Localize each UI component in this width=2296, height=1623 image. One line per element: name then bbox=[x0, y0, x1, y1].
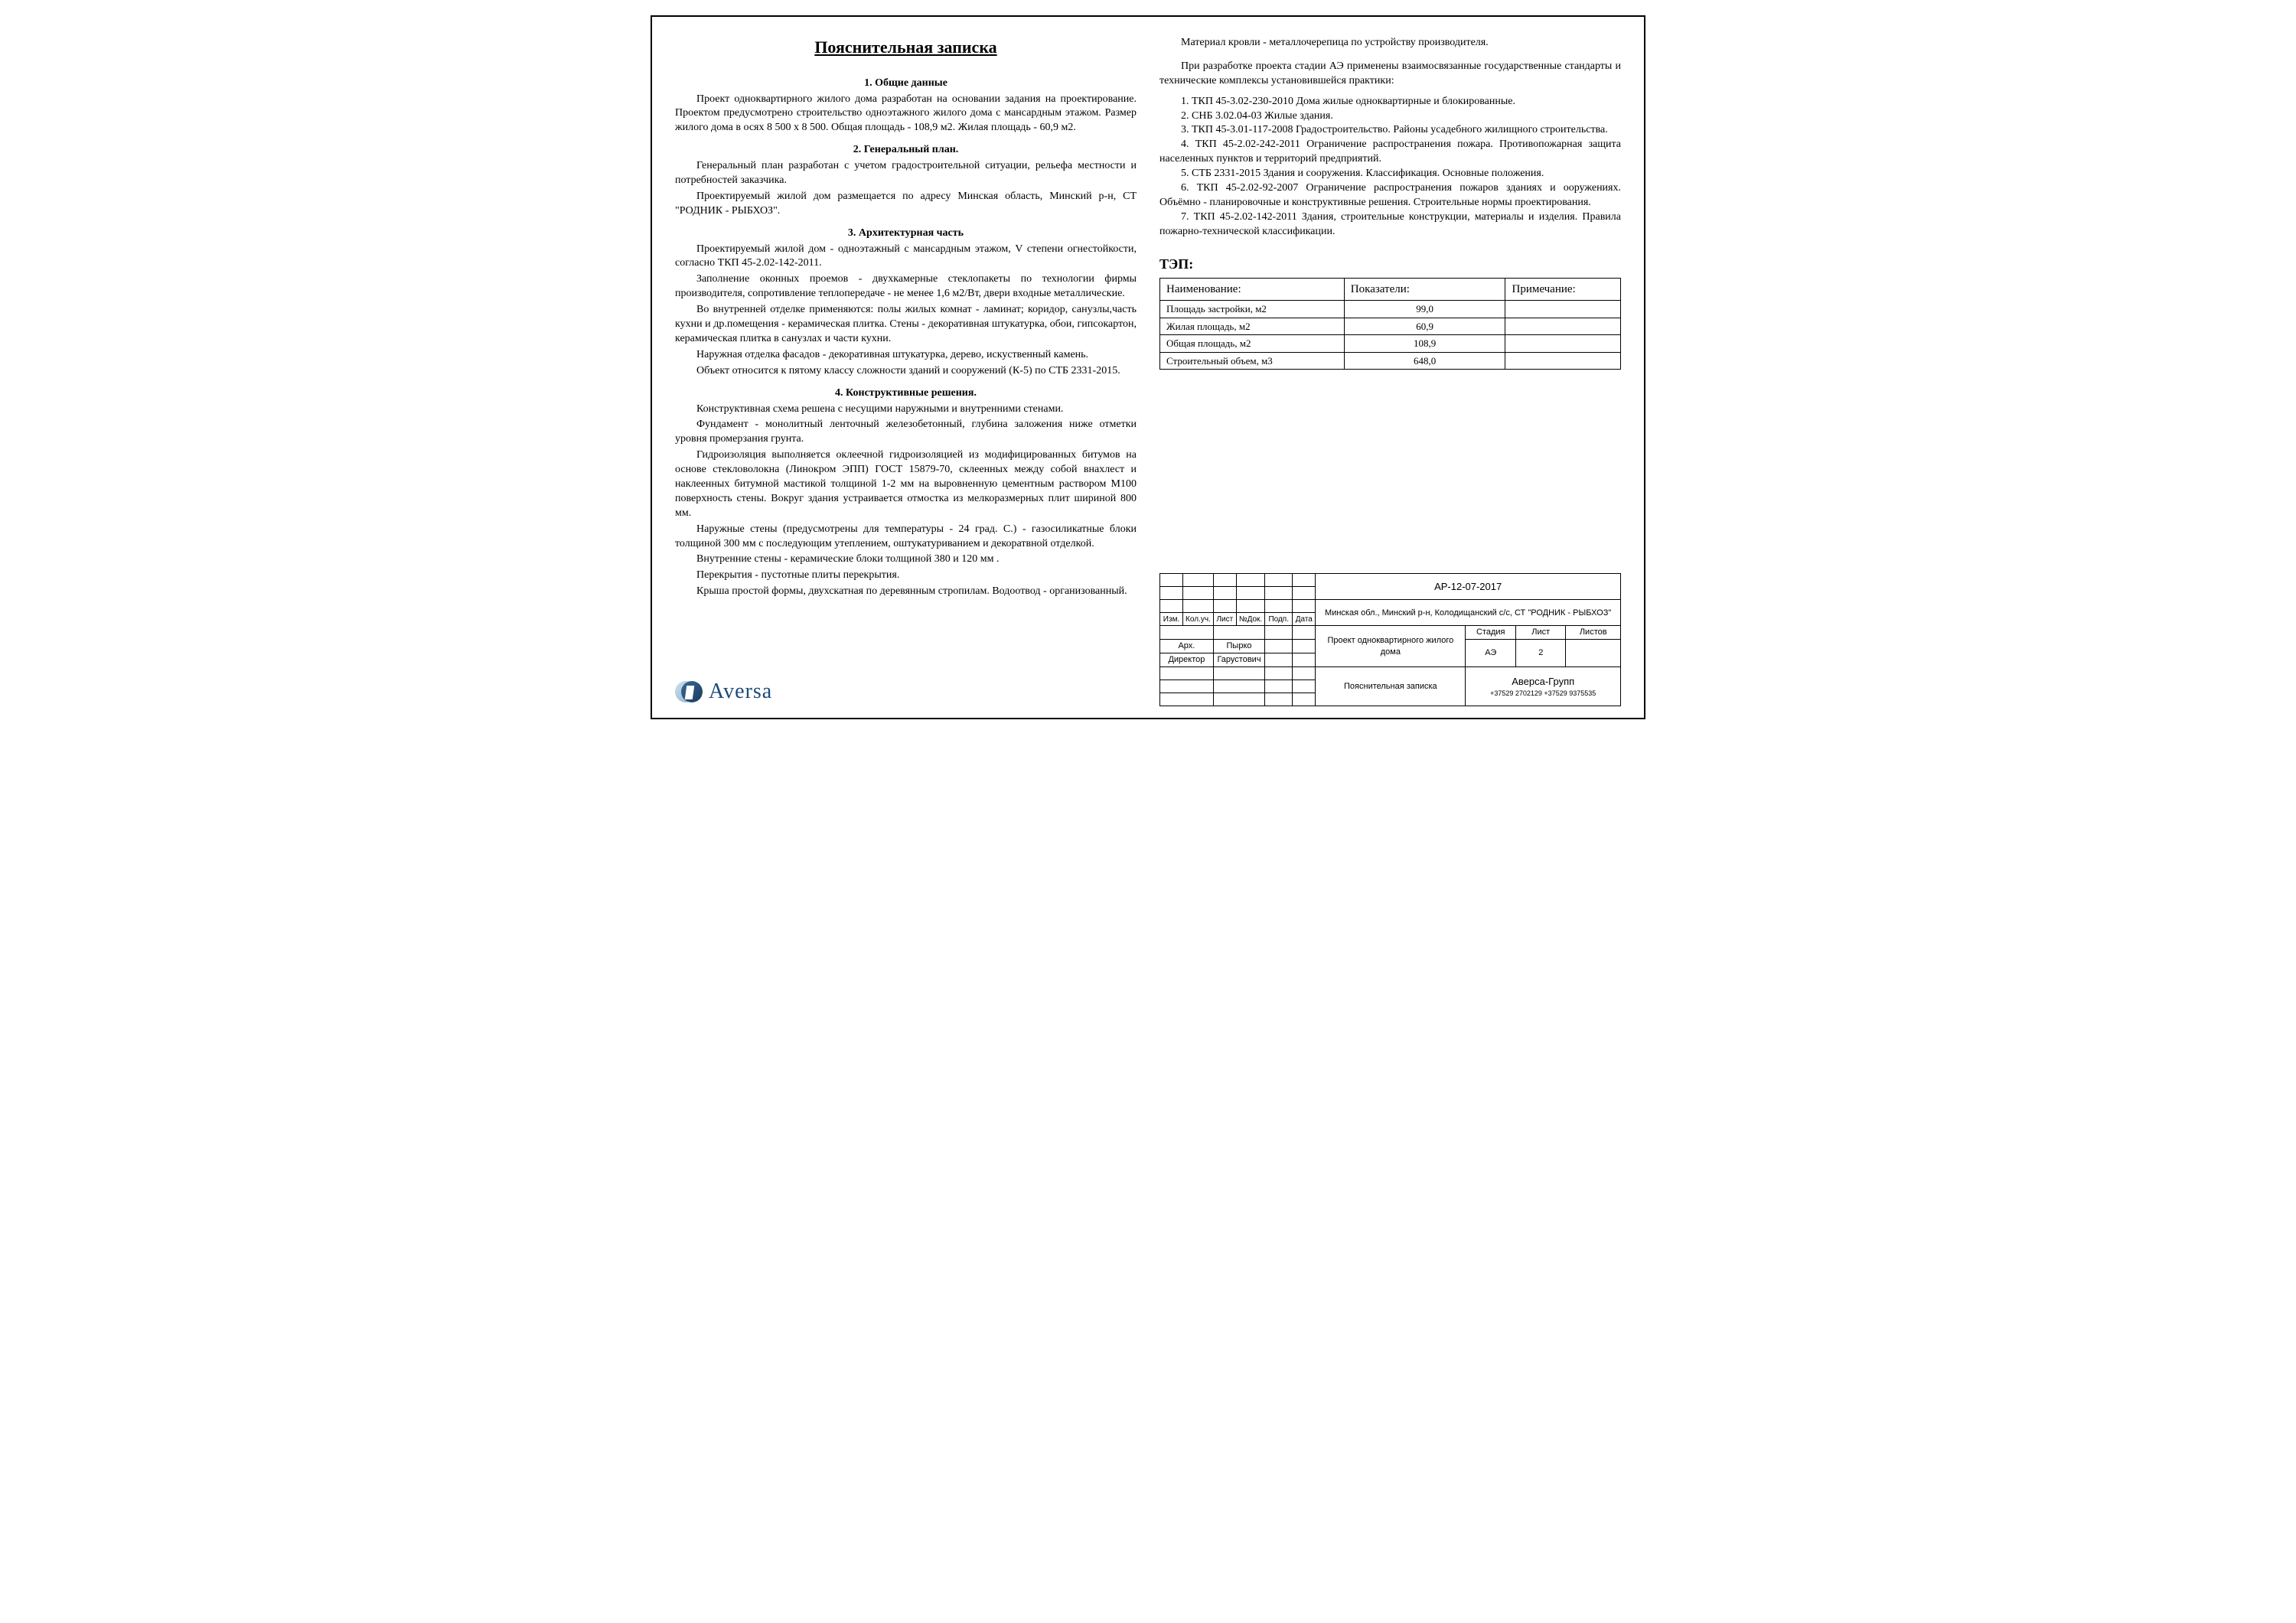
right-column: Материал кровли - металлочерепица по уст… bbox=[1159, 36, 1621, 706]
tep-cell: 99,0 bbox=[1344, 301, 1505, 318]
section-3-header: 3. Архитектурная часть bbox=[675, 227, 1137, 241]
stamp-project-title: Проект одноквартирного жилого дома bbox=[1316, 626, 1466, 667]
tep-row: Строительный объем, м3648,0 bbox=[1160, 352, 1621, 370]
stamp-h-data: Дата bbox=[1293, 613, 1316, 626]
s4-p1: Конструктивная схема решена с несущими н… bbox=[675, 402, 1137, 417]
stamp-stage-h: Стадия bbox=[1466, 626, 1516, 640]
document-page: Пояснительная записка 1. Общие данные Пр… bbox=[651, 15, 1645, 719]
tep-cell bbox=[1505, 335, 1621, 353]
stamp-phones: +37529 2702129 +37529 9375535 bbox=[1468, 689, 1618, 698]
s4-p8: Материал кровли - металлочерепица по уст… bbox=[1159, 36, 1621, 51]
left-column: Пояснительная записка 1. Общие данные Пр… bbox=[675, 36, 1137, 706]
tep-cell: Жилая площадь, м2 bbox=[1160, 318, 1345, 335]
s3-p2: Заполнение оконных проемов - двухкамерны… bbox=[675, 272, 1137, 301]
tep-label: ТЭП: bbox=[1159, 255, 1621, 273]
tep-table: Наименование: Показатели: Примечание: Пл… bbox=[1159, 278, 1621, 370]
stamp-company-cell: Аверса-Групп +37529 2702129 +37529 93755… bbox=[1466, 667, 1621, 706]
stamp-company: Аверса-Групп bbox=[1468, 675, 1618, 689]
stamp-doc-number: АР-12-07-2017 bbox=[1316, 574, 1621, 600]
stamp-h-list: Лист bbox=[1213, 613, 1236, 626]
s4-p3: Гидроизоляция выполняется оклеечной гидр… bbox=[675, 448, 1137, 520]
stamp-sheets-h: Листов bbox=[1566, 626, 1621, 640]
stamp-sheet-h: Лист bbox=[1516, 626, 1566, 640]
stamp-role2: Директор bbox=[1160, 653, 1214, 667]
logo: Aversa bbox=[675, 677, 1137, 706]
std-3: 3. ТКП 45-3.01-117-2008 Градостроительст… bbox=[1159, 123, 1621, 138]
tep-cell: Общая площадь, м2 bbox=[1160, 335, 1345, 353]
tep-cell: Площадь застройки, м2 bbox=[1160, 301, 1345, 318]
stamp-address: Минская обл., Минский р-н, Колодищанский… bbox=[1316, 600, 1621, 626]
stamp-name1: Пырко bbox=[1213, 640, 1264, 653]
section-4-header: 4. Конструктивные решения. bbox=[675, 386, 1137, 401]
std-7: 7. ТКП 45-2.02-142-2011 Здания, строител… bbox=[1159, 210, 1621, 240]
document-title: Пояснительная записка bbox=[675, 36, 1137, 59]
tep-h3: Примечание: bbox=[1505, 278, 1621, 300]
tep-h1: Наименование: bbox=[1160, 278, 1345, 300]
s4-p4: Наружные стены (предусмотрены для темпер… bbox=[675, 523, 1137, 552]
s3-p3: Во внутренней отделке применяются: полы … bbox=[675, 303, 1137, 347]
s4-p6: Перекрытия - пустотные плиты перекрытия. bbox=[675, 569, 1137, 583]
stamp-sheet: 2 bbox=[1516, 640, 1566, 667]
tep-cell: 108,9 bbox=[1344, 335, 1505, 353]
s1-p1: Проект одноквартирного жилого дома разра… bbox=[675, 93, 1137, 136]
std-intro: При разработке проекта стадии АЭ примене… bbox=[1159, 60, 1621, 89]
title-block-stamp: АР-12-07-2017 Минская обл., Минский р-н,… bbox=[1159, 573, 1621, 706]
tep-cell: Строительный объем, м3 bbox=[1160, 352, 1345, 370]
s4-p2: Фундамент - монолитный ленточный железоб… bbox=[675, 418, 1137, 447]
stamp-h-podp: Подп. bbox=[1265, 613, 1293, 626]
s3-p4: Наружная отделка фасадов - декоративная … bbox=[675, 348, 1137, 363]
tep-cell bbox=[1505, 318, 1621, 335]
std-5: 5. СТБ 2331-2015 Здания и сооружения. Кл… bbox=[1159, 167, 1621, 181]
tep-cell bbox=[1505, 301, 1621, 318]
s4-p5: Внутренние стены - керамические блоки то… bbox=[675, 552, 1137, 567]
tep-cell: 60,9 bbox=[1344, 318, 1505, 335]
logo-icon bbox=[675, 678, 703, 706]
s3-p1: Проектируемый жилой дом - одноэтажный с … bbox=[675, 243, 1137, 272]
stamp-h-koluch: Кол.уч. bbox=[1183, 613, 1214, 626]
tep-header-row: Наименование: Показатели: Примечание: bbox=[1160, 278, 1621, 300]
logo-text: Aversa bbox=[709, 677, 772, 706]
s4-p7: Крыша простой формы, двухскатная по дере… bbox=[675, 585, 1137, 599]
tep-h2: Показатели: bbox=[1344, 278, 1505, 300]
tep-row: Жилая площадь, м260,9 bbox=[1160, 318, 1621, 335]
stamp-stage: АЭ bbox=[1466, 640, 1516, 667]
s2-p1: Генеральный план разработан с учетом гра… bbox=[675, 159, 1137, 188]
std-4: 4. ТКП 45-2.02-242-2011 Ограничение расп… bbox=[1159, 138, 1621, 167]
tep-cell: 648,0 bbox=[1344, 352, 1505, 370]
section-1-header: 1. Общие данные bbox=[675, 77, 1137, 91]
stamp-sheets bbox=[1566, 640, 1621, 667]
stamp-role1: Арх. bbox=[1160, 640, 1214, 653]
stamp-name2: Гарустович bbox=[1213, 653, 1264, 667]
stamp-subtitle: Пояснительная записка bbox=[1316, 667, 1466, 706]
section-2-header: 2. Генеральный план. bbox=[675, 143, 1137, 158]
std-2: 2. СНБ 3.02.04-03 Жилые здания. bbox=[1159, 109, 1621, 124]
std-6: 6. ТКП 45-2.02-92-2007 Ограничение распр… bbox=[1159, 181, 1621, 210]
stamp-h-ndok: №Док. bbox=[1236, 613, 1264, 626]
stamp-h-izm: Изм. bbox=[1160, 613, 1183, 626]
std-1: 1. ТКП 45-3.02-230-2010 Дома жилые однок… bbox=[1159, 95, 1621, 109]
tep-row: Площадь застройки, м299,0 bbox=[1160, 301, 1621, 318]
s2-p2: Проектируемый жилой дом размещается по а… bbox=[675, 190, 1137, 219]
tep-cell bbox=[1505, 352, 1621, 370]
s3-p5: Объект относится к пятому классу сложнос… bbox=[675, 364, 1137, 379]
tep-row: Общая площадь, м2108,9 bbox=[1160, 335, 1621, 353]
